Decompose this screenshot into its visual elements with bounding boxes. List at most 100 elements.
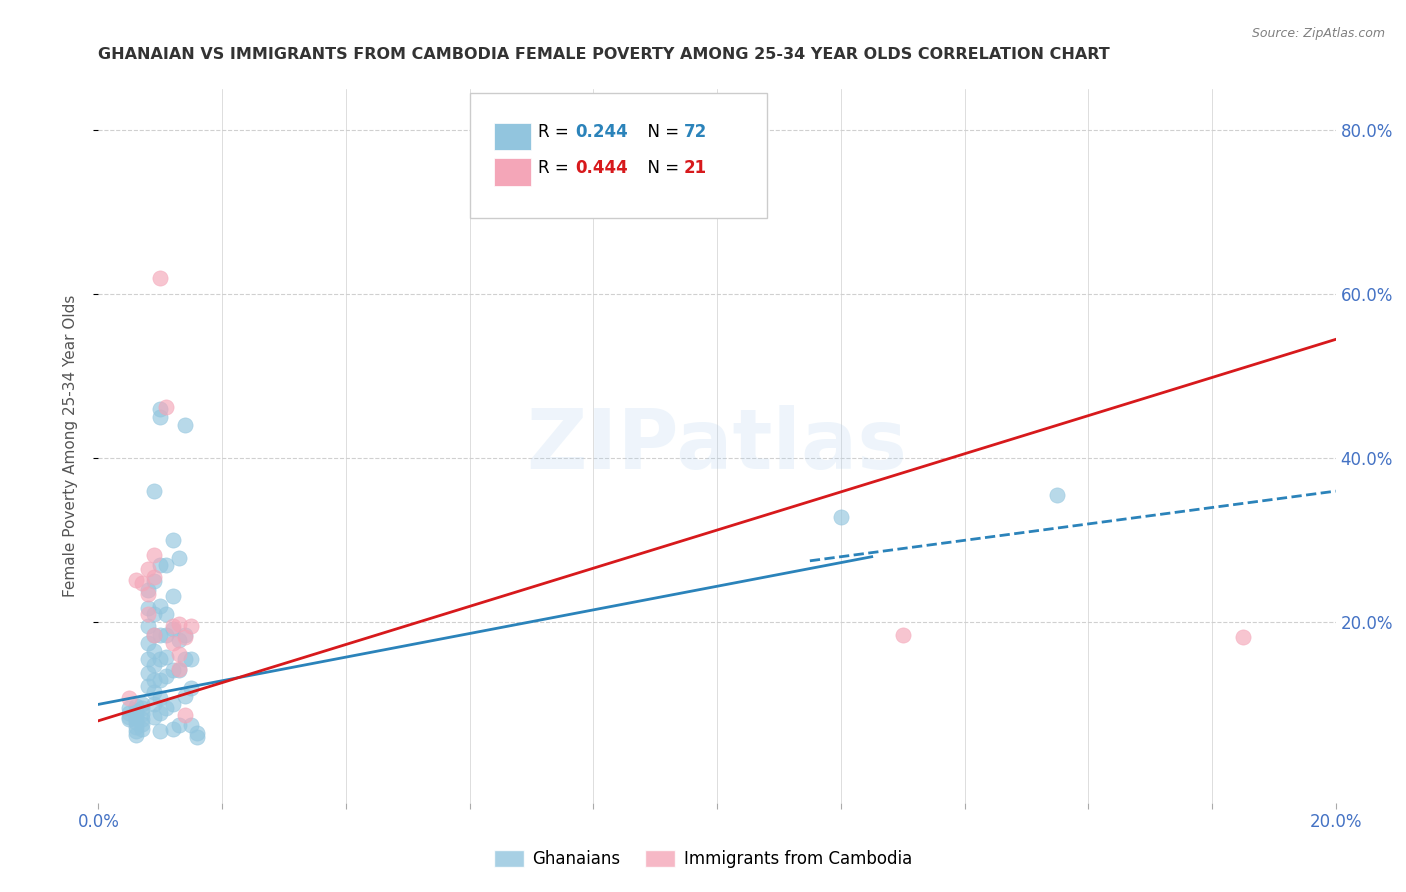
Text: 0.444: 0.444 [575, 159, 627, 177]
Point [143, 658, 166, 673]
Point [131, 707, 153, 722]
Point [131, 698, 153, 712]
Point [136, 652, 159, 666]
Point [136, 636, 159, 650]
Point [143, 627, 166, 641]
Point [131, 576, 153, 591]
Point [174, 652, 197, 666]
Point [124, 698, 146, 713]
Point [174, 630, 197, 644]
Point [162, 622, 184, 636]
Point [149, 558, 172, 572]
Point [180, 652, 202, 666]
Point [143, 548, 166, 562]
Point [167, 551, 190, 566]
Point [136, 600, 159, 615]
Point [162, 589, 184, 603]
Text: ZIPatlas: ZIPatlas [527, 406, 907, 486]
Point [162, 618, 184, 632]
Point [124, 704, 146, 718]
Point [136, 679, 159, 693]
Point [143, 484, 166, 499]
Point [118, 706, 141, 720]
Point [143, 698, 166, 712]
Point [131, 712, 153, 726]
Point [136, 562, 159, 576]
FancyBboxPatch shape [495, 159, 531, 186]
Point [149, 599, 172, 613]
Point [149, 723, 172, 738]
Point [118, 701, 141, 715]
Point [167, 617, 190, 632]
Point [118, 712, 141, 726]
Point [162, 698, 184, 712]
Point [186, 726, 208, 740]
Text: Source: ZipAtlas.com: Source: ZipAtlas.com [1251, 27, 1385, 40]
Point [180, 681, 202, 695]
Point [124, 719, 146, 733]
Point [136, 587, 159, 601]
Point [143, 570, 166, 584]
Point [1046, 488, 1069, 502]
Point [174, 689, 197, 703]
Point [136, 582, 159, 597]
Point [124, 723, 146, 738]
Point [124, 708, 146, 723]
Point [118, 709, 141, 723]
Point [143, 709, 166, 723]
Point [149, 627, 172, 641]
Point [162, 722, 184, 736]
Point [1232, 630, 1254, 644]
Point [124, 715, 146, 730]
Text: 21: 21 [683, 159, 707, 177]
Text: R =: R = [537, 123, 574, 141]
Point [124, 573, 146, 587]
Point [167, 663, 190, 677]
Point [118, 690, 141, 705]
Point [186, 730, 208, 744]
Point [149, 706, 172, 720]
Point [162, 636, 184, 650]
Point [124, 728, 146, 742]
Point [143, 673, 166, 687]
Point [155, 627, 177, 641]
Point [180, 618, 202, 632]
Point [136, 607, 159, 622]
Point [167, 662, 190, 676]
Legend: Ghanaians, Immigrants from Cambodia: Ghanaians, Immigrants from Cambodia [488, 843, 918, 875]
Point [131, 722, 153, 736]
Point [124, 711, 146, 725]
Point [136, 666, 159, 681]
Point [155, 401, 177, 415]
Point [155, 607, 177, 622]
Text: 0.244: 0.244 [575, 123, 627, 141]
Text: R =: R = [537, 159, 574, 177]
Point [143, 685, 166, 699]
Point [155, 558, 177, 572]
Text: N =: N = [637, 123, 683, 141]
Point [143, 574, 166, 589]
Point [155, 668, 177, 682]
Y-axis label: Female Poverty Among 25-34 Year Olds: Female Poverty Among 25-34 Year Olds [63, 295, 77, 597]
Point [149, 673, 172, 687]
Point [162, 533, 184, 548]
Point [174, 708, 197, 723]
Point [131, 701, 153, 715]
Text: N =: N = [637, 159, 683, 177]
Point [143, 644, 166, 658]
FancyBboxPatch shape [495, 123, 531, 150]
Point [830, 510, 852, 524]
Point [155, 649, 177, 664]
Point [149, 652, 172, 666]
Point [167, 647, 190, 661]
Point [149, 402, 172, 417]
Point [891, 627, 914, 641]
Point [167, 718, 190, 732]
Point [143, 607, 166, 622]
Point [180, 718, 202, 732]
Point [149, 690, 172, 705]
Point [155, 701, 177, 715]
Point [136, 619, 159, 633]
Point [174, 627, 197, 641]
Text: GHANAIAN VS IMMIGRANTS FROM CAMBODIA FEMALE POVERTY AMONG 25-34 YEAR OLDS CORREL: GHANAIAN VS IMMIGRANTS FROM CAMBODIA FEM… [98, 47, 1111, 62]
